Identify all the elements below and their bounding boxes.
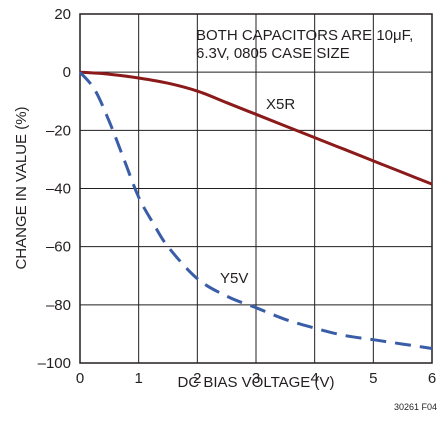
- x-tick-labels: 0 1 2 3 4 5 6: [76, 370, 436, 387]
- series-line-y5v: [78, 71, 433, 350]
- series-label-y5v: Y5V: [220, 270, 248, 287]
- x-tick-label: 0: [76, 370, 84, 387]
- x-tick-label: 4: [310, 370, 318, 387]
- x-tick-label: 2: [193, 370, 201, 387]
- series-line-x5r: [79, 70, 433, 186]
- series-lines: [78, 70, 433, 350]
- annotation-line-2: 6.3V, 0805 CASE SIZE: [196, 45, 350, 62]
- y-tick-label: –100: [38, 355, 71, 372]
- grid: [79, 13, 433, 364]
- x-axis-label: DC BIAS VOLTAGE (V): [178, 374, 335, 391]
- y-tick-label: 20: [54, 6, 71, 23]
- figure-id: 30261 F04: [394, 402, 437, 412]
- x-tick-label: 1: [134, 370, 142, 387]
- y-axis-label: CHANGE IN VALUE (%): [13, 106, 30, 269]
- series-label-x5r: X5R: [266, 96, 295, 113]
- y-tick-label: –60: [46, 239, 71, 256]
- y-tick-label: –20: [46, 122, 71, 139]
- plot-frame: [79, 13, 433, 364]
- y-tick-label: 0: [63, 64, 71, 81]
- x-tick-label: 6: [428, 370, 436, 387]
- x-tick-label: 5: [369, 370, 377, 387]
- y-tick-label: –40: [46, 181, 71, 198]
- y-tick-labels: 20 0 –20 –40 –60 –80 –100: [38, 6, 71, 372]
- annotation-line-1: BOTH CAPACITORS ARE 10μF,: [196, 27, 413, 44]
- y-tick-label: –80: [46, 297, 71, 314]
- x-tick-label: 3: [252, 370, 260, 387]
